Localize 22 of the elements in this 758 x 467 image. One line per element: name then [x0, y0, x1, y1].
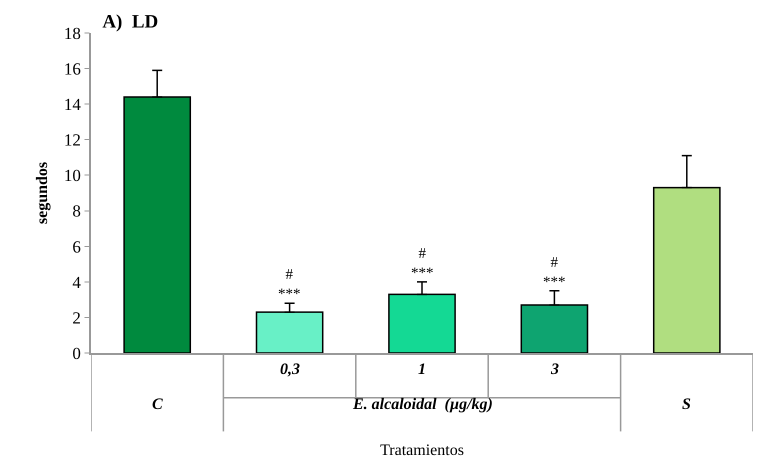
data-label: # *** — [543, 255, 566, 290]
x-tick-label: S — [682, 396, 691, 413]
text: E. alcaloidal (µg/kg) — [352, 396, 493, 413]
y-tick-label: 12 — [64, 130, 81, 150]
x-tick-label: 1 — [418, 361, 426, 378]
y-tick-label: 16 — [64, 60, 81, 79]
chart-title: A) LD — [102, 12, 158, 33]
data-label: # *** — [278, 267, 300, 302]
y-tick-label: 0 — [72, 344, 81, 363]
y-tick-label: 18 — [64, 24, 81, 43]
data-label: # *** — [411, 246, 434, 282]
x-axis-title: Tratamientos — [380, 442, 464, 459]
y-tick-label: 14 — [64, 95, 82, 114]
y-tick-label: 10 — [64, 166, 81, 186]
x-tick-label: C — [152, 396, 163, 413]
y-tick-label: 4 — [72, 272, 82, 292]
y-tick-label: 8 — [72, 202, 81, 221]
y-axis-title: segundos — [34, 162, 52, 224]
y-tick-label: 6 — [72, 237, 81, 256]
x-tick-label: 0,3 — [280, 361, 300, 378]
y-tick-label: 2 — [72, 308, 81, 328]
x-tick-label: 3 — [550, 361, 559, 378]
